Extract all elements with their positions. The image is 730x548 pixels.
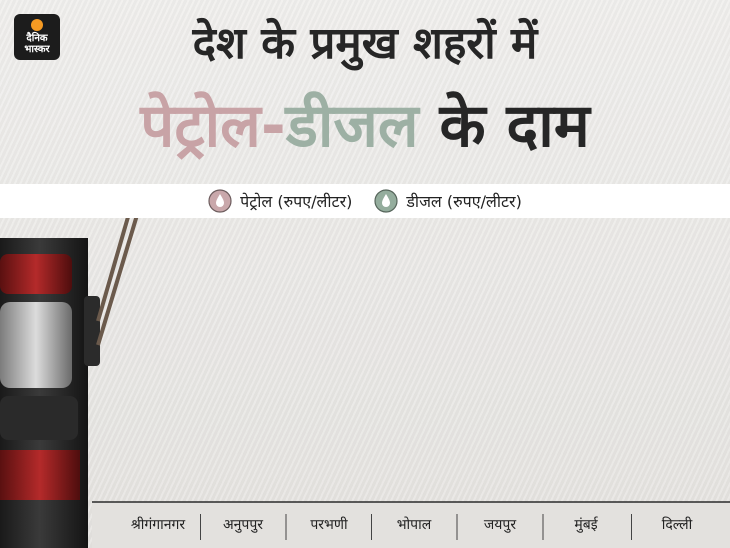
- legend-diesel-label: डीजल (रुपए/लीटर): [406, 192, 522, 211]
- dainik-bhaskar-logo: दैनिक भास्कर: [14, 14, 60, 60]
- category-label-7: दिल्ली: [662, 516, 693, 533]
- series-line-petrol: [96, 218, 130, 322]
- city-axis-strip: [92, 501, 730, 548]
- series-lines: [96, 218, 139, 346]
- legend-item-diesel: डीजल (रुपए/लीटर): [374, 189, 522, 213]
- category-label-3: परभणी: [310, 516, 348, 533]
- logo-line2: भास्कर: [24, 44, 50, 55]
- title-dash: -: [260, 91, 286, 161]
- price-line-chart: 111.50111.10108.56108.52107.01106.25100.…: [0, 218, 730, 548]
- logo-line1: दैनिक: [26, 33, 48, 44]
- sun-icon: [31, 19, 43, 31]
- petrol-drop-icon: [208, 189, 232, 213]
- title-petrol-word: पेट्रोल: [140, 91, 261, 161]
- category-label-2: अनुपपुर: [223, 517, 263, 533]
- category-label-6: मुंबई: [574, 516, 598, 533]
- series-line-diesel: [96, 218, 139, 346]
- diesel-drop-icon: [374, 189, 398, 213]
- category-labels: श्रीगंगानगर अनुपपुर परभणी भोपाल जयपुर मुंबई दि…: [131, 514, 693, 540]
- legend-item-petrol: पेट्रोल (रुपए/लीटर): [208, 189, 352, 213]
- fuel-pump-nozzle-illustration: [0, 238, 128, 548]
- title-line1: देश के प्रमुख शहरों में: [192, 18, 538, 69]
- legend: पेट्रोल (रुपए/लीटर) डीजल (रुपए/लीटर): [0, 184, 730, 218]
- title-rest: के दाम: [418, 91, 590, 161]
- category-label-1: श्रीगंगानगर: [131, 516, 186, 533]
- category-label-4: भोपाल: [397, 516, 432, 533]
- legend-petrol-label: पेट्रोल (रुपए/लीटर): [240, 192, 353, 211]
- category-label-5: जयपुर: [484, 517, 516, 533]
- title-line2: पेट्रोल-डीजल के दाम: [0, 86, 730, 166]
- title-diesel-word: डीजल: [285, 91, 419, 161]
